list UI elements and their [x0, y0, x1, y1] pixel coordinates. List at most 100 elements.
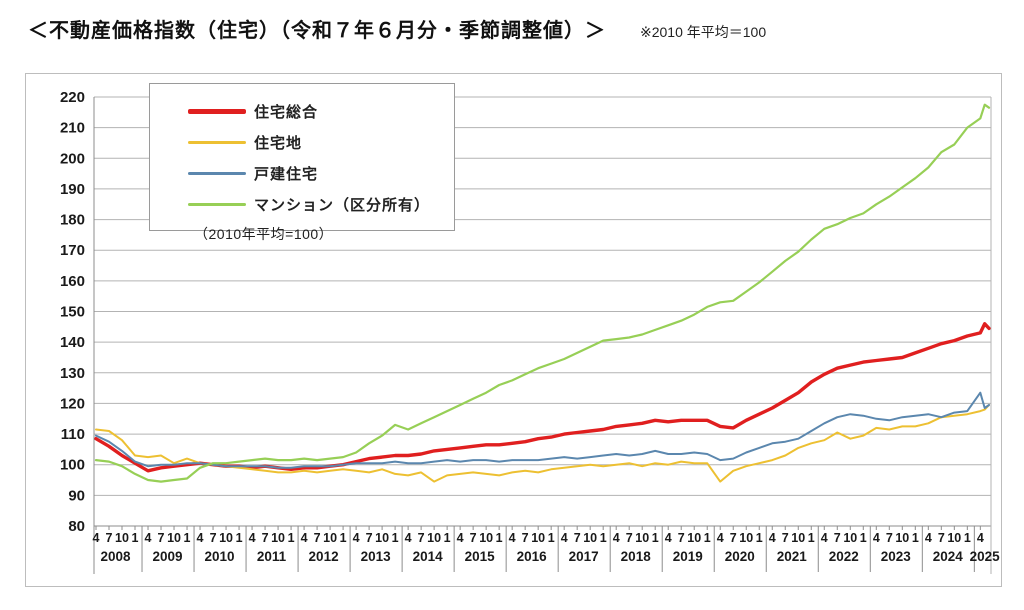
x-month-label: 1 — [236, 531, 243, 545]
y-tick-label: 90 — [68, 487, 85, 504]
y-tick-label: 180 — [60, 212, 85, 229]
x-year-label: 2019 — [673, 549, 703, 564]
x-year-label: 2008 — [100, 549, 131, 564]
x-month-label: 1 — [756, 531, 763, 545]
line-swatch-green — [188, 202, 246, 207]
page-title: ＜不動産価格指数（住宅）（令和７年６月分・季節調整値）＞ — [28, 20, 606, 42]
x-month-label: 7 — [262, 531, 269, 545]
series-line-2 — [95, 391, 990, 469]
base-year-note: （2010年平均=100） — [194, 226, 334, 242]
x-year-label: 2016 — [517, 549, 548, 564]
x-month-label: 10 — [167, 531, 181, 545]
x-month-label: 4 — [93, 531, 100, 545]
y-tick-label: 100 — [60, 457, 85, 474]
x-month-label: 7 — [834, 531, 841, 545]
x-year-label: 2017 — [569, 549, 599, 564]
y-tick-label: 150 — [60, 304, 85, 321]
x-month-label: 7 — [730, 531, 737, 545]
y-tick-label: 130 — [60, 365, 85, 382]
x-year-label: 2011 — [257, 549, 287, 564]
x-month-label: 10 — [739, 531, 753, 545]
line-swatch-red — [188, 109, 246, 114]
x-month-label: 7 — [626, 531, 633, 545]
line-swatch-blue — [188, 171, 246, 176]
x-month-label: 10 — [479, 531, 493, 545]
x-month-label: 1 — [288, 531, 295, 545]
x-year-label: 2012 — [309, 549, 339, 564]
x-month-label: 4 — [873, 531, 880, 545]
x-month-label: 1 — [808, 531, 815, 545]
x-month-label: 7 — [886, 531, 893, 545]
y-tick-label: 220 — [60, 89, 85, 106]
x-month-label: 1 — [340, 531, 347, 545]
x-month-label: 7 — [678, 531, 685, 545]
x-month-label: 10 — [947, 531, 961, 545]
y-tick-label: 160 — [60, 273, 85, 290]
y-tick-label: 140 — [60, 334, 85, 351]
x-year-label: 2022 — [829, 549, 859, 564]
x-month-label: 7 — [522, 531, 529, 545]
x-year-label: 2013 — [361, 549, 392, 564]
x-year-label: 2023 — [881, 549, 912, 564]
legend-item-sogo: 住宅総合 — [188, 96, 444, 127]
x-month-label: 4 — [821, 531, 828, 545]
series-line-1 — [95, 404, 990, 483]
x-month-label: 1 — [704, 531, 711, 545]
x-month-label: 10 — [115, 531, 129, 545]
x-month-label: 10 — [219, 531, 233, 545]
line-chart-canvas: 8090100110120130140150160170180190200210… — [60, 89, 1001, 574]
x-month-label: 7 — [938, 531, 945, 545]
x-month-label: 10 — [687, 531, 701, 545]
x-month-label: 4 — [769, 531, 776, 545]
x-month-label: 1 — [132, 531, 139, 545]
x-month-label: 1 — [860, 531, 867, 545]
legend-label: 戸建住宅 — [254, 166, 319, 183]
x-month-label: 4 — [249, 531, 256, 545]
x-year-label: 2024 — [933, 549, 964, 564]
series-line-0 — [94, 322, 991, 473]
x-month-label: 10 — [323, 531, 337, 545]
page-subtitle-note: ※2010 年平均＝100 — [640, 24, 767, 40]
x-month-label: 10 — [427, 531, 441, 545]
x-month-label: 7 — [782, 531, 789, 545]
x-month-label: 1 — [652, 531, 659, 545]
x-year-label: 2014 — [413, 549, 444, 564]
x-month-label: 4 — [717, 531, 724, 545]
x-year-label: 2010 — [205, 549, 235, 564]
price-index-chart: 住宅総合 住宅地 戸建住宅 マンション（区分所有） （2010年平均=100） … — [25, 73, 1002, 587]
y-tick-label: 190 — [60, 181, 85, 198]
y-tick-label: 200 — [60, 150, 85, 167]
x-year-label: 2009 — [153, 549, 183, 564]
x-month-label: 7 — [470, 531, 477, 545]
x-month-label: 4 — [405, 531, 412, 545]
series-line-3 — [94, 103, 991, 483]
y-tick-label: 80 — [68, 518, 85, 535]
x-month-label: 7 — [418, 531, 425, 545]
x-year-label: 2025 — [970, 549, 1001, 564]
x-month-label: 4 — [197, 531, 204, 545]
x-year-label: 2015 — [465, 549, 496, 564]
y-tick-label: 170 — [60, 242, 85, 259]
x-month-label: 7 — [314, 531, 321, 545]
x-month-label: 4 — [301, 531, 308, 545]
legend-label: 住宅総合 — [254, 104, 319, 121]
x-month-label: 1 — [184, 531, 191, 545]
x-month-label: 7 — [210, 531, 217, 545]
page-header: ＜不動産価格指数（住宅）（令和７年６月分・季節調整値）＞ ※2010 年平均＝1… — [0, 0, 1024, 43]
x-year-label: 2018 — [621, 549, 652, 564]
x-month-label: 10 — [583, 531, 597, 545]
legend-label: マンション（区分所有） — [254, 197, 431, 214]
x-month-label: 10 — [375, 531, 389, 545]
x-year-label: 2020 — [725, 549, 755, 564]
legend-label: 住宅地 — [254, 135, 303, 152]
legend-item-mansion: マンション（区分所有） — [188, 189, 444, 220]
x-month-label: 4 — [613, 531, 620, 545]
x-month-label: 4 — [561, 531, 568, 545]
legend-item-kodate: 戸建住宅 — [188, 158, 444, 189]
x-month-label: 7 — [574, 531, 581, 545]
x-month-label: 1 — [964, 531, 971, 545]
legend-item-takuchi: 住宅地 — [188, 127, 444, 158]
x-month-label: 10 — [271, 531, 285, 545]
x-month-label: 7 — [106, 531, 113, 545]
x-month-label: 10 — [843, 531, 857, 545]
